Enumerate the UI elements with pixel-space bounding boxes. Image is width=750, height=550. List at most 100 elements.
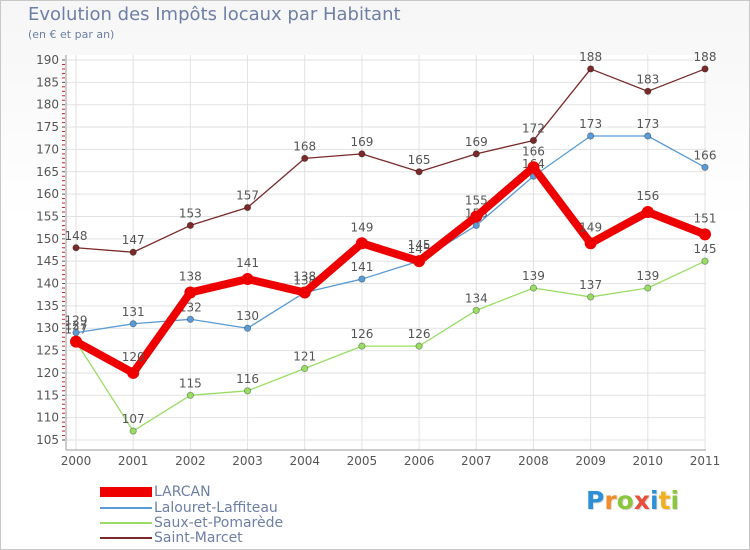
y-tick-label: 130 xyxy=(36,321,59,335)
data-point xyxy=(358,275,366,283)
series-line-saux-et-pomar-de xyxy=(75,260,706,432)
chart-subtitle: (en € et par an) xyxy=(28,28,115,41)
data-label: 138 xyxy=(293,269,316,283)
data-label: 169 xyxy=(465,135,488,149)
data-label: 145 xyxy=(408,238,431,252)
legend-swatch-larcan xyxy=(100,487,152,497)
data-label: 188 xyxy=(694,50,717,64)
y-tick-label: 175 xyxy=(36,120,59,134)
data-label: 126 xyxy=(350,327,373,341)
logo-letter: i xyxy=(670,486,680,515)
data-point xyxy=(70,335,82,348)
y-tick-label: 110 xyxy=(36,411,59,425)
legend-item-saux-et-pomarede: Saux-et-Pomarède xyxy=(100,515,360,531)
data-label: 127 xyxy=(65,319,88,333)
data-label: 131 xyxy=(122,305,145,319)
x-tick-label: 2006 xyxy=(404,454,435,468)
data-label: 134 xyxy=(465,291,488,305)
y-tick-label: 135 xyxy=(36,299,59,313)
data-point xyxy=(355,237,368,250)
data-point xyxy=(529,284,538,292)
data-label: 149 xyxy=(579,220,602,234)
data-point xyxy=(186,391,194,399)
legend-label-larcan: LARCAN xyxy=(154,484,211,500)
data-label: 165 xyxy=(408,153,431,167)
legend-label-saux-et-pomarede: Saux-et-Pomarède xyxy=(154,515,284,531)
data-point xyxy=(472,306,480,314)
y-tick-label: 170 xyxy=(36,142,59,156)
data-point xyxy=(243,387,252,395)
y-tick-label: 145 xyxy=(36,254,59,268)
data-point xyxy=(527,161,540,174)
data-label: 120 xyxy=(122,350,145,364)
data-label: 139 xyxy=(636,269,659,283)
data-label: 153 xyxy=(179,206,202,220)
data-label: 149 xyxy=(350,220,373,234)
data-label: 126 xyxy=(408,327,431,341)
data-point xyxy=(701,257,709,265)
data-label: 129 xyxy=(65,314,88,328)
data-label: 169 xyxy=(350,135,373,149)
logo-letter: P xyxy=(586,486,605,515)
proxiti-logo: Proxiti xyxy=(586,486,679,515)
data-label: 138 xyxy=(179,269,202,283)
data-point xyxy=(186,315,194,323)
data-label: 173 xyxy=(636,117,659,131)
x-tick-label: 2009 xyxy=(575,454,606,468)
logo-letter: i xyxy=(650,486,659,515)
data-label: 139 xyxy=(522,269,545,283)
data-label: 130 xyxy=(236,309,259,323)
x-tick-label: 2011 xyxy=(690,454,721,468)
y-tick-label: 165 xyxy=(36,165,59,179)
data-point xyxy=(529,136,538,145)
x-tick-label: 2000 xyxy=(61,454,92,468)
data-point xyxy=(243,324,252,332)
x-tick-label: 2001 xyxy=(118,454,149,468)
data-point xyxy=(644,132,652,140)
data-point xyxy=(415,168,423,176)
chart-title: Evolution des Impôts locaux par Habitant xyxy=(28,4,401,25)
data-point xyxy=(413,255,426,268)
data-label: 168 xyxy=(293,139,316,153)
data-label: 155 xyxy=(465,193,488,207)
logo-letter: o xyxy=(616,486,634,515)
series-line-saint-marcet xyxy=(75,68,706,253)
x-tick-label: 2010 xyxy=(633,454,664,468)
data-point xyxy=(699,228,711,241)
data-point xyxy=(127,366,140,379)
data-label: 116 xyxy=(236,372,259,386)
data-label: 147 xyxy=(122,233,145,247)
data-label: 148 xyxy=(65,229,88,243)
data-label: 166 xyxy=(694,148,717,162)
series-line-larcan xyxy=(72,163,709,377)
y-tick-label: 120 xyxy=(36,366,59,380)
x-tick-label: 2007 xyxy=(461,454,492,468)
data-label: 172 xyxy=(522,121,545,135)
data-point xyxy=(184,286,197,299)
data-point xyxy=(584,237,597,250)
data-point xyxy=(644,284,652,292)
data-point xyxy=(243,203,252,212)
x-tick-label: 2008 xyxy=(518,454,549,468)
data-point xyxy=(358,342,366,350)
data-point xyxy=(587,65,595,73)
data-point xyxy=(701,65,709,73)
y-tick-label: 180 xyxy=(36,98,59,112)
legend-item-saint-marcet: Saint-Marcet xyxy=(100,530,360,546)
data-label: 121 xyxy=(293,349,316,363)
logo-letter: t xyxy=(658,486,671,515)
data-point xyxy=(298,286,311,299)
data-label: 141 xyxy=(350,260,373,274)
data-point xyxy=(186,221,194,230)
data-label: 156 xyxy=(636,189,659,203)
series-line-lalouret-laffiteau xyxy=(75,135,706,334)
data-label: 145 xyxy=(694,242,717,256)
data-point xyxy=(72,244,80,252)
data-label: 151 xyxy=(694,211,717,225)
y-tick-label: 160 xyxy=(36,187,59,201)
logo-letter: r xyxy=(604,486,617,515)
data-point xyxy=(701,163,709,171)
data-label: 107 xyxy=(122,412,145,426)
y-tick-label: 155 xyxy=(36,209,59,223)
